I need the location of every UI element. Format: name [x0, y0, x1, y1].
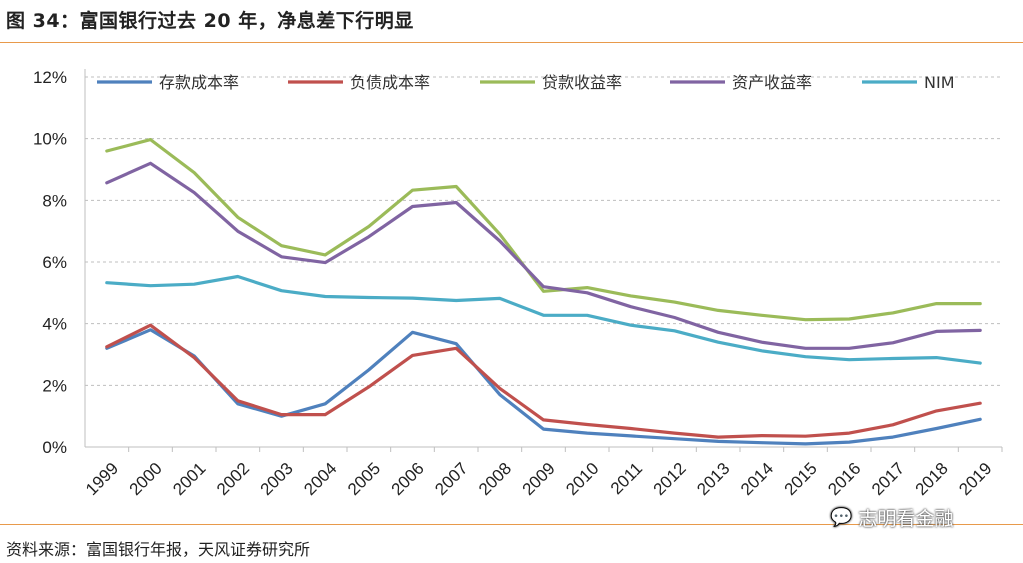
x-tick-label: 2014: [737, 459, 777, 499]
source-note: 资料来源：富国银行年报，天风证券研究所: [6, 540, 311, 559]
series-line-1: [105, 323, 982, 439]
x-tick-label: 2018: [912, 459, 952, 499]
series-line-3: [105, 161, 982, 350]
watermark: 💬 志明看金融: [830, 504, 953, 531]
legend-label: NIM: [924, 73, 955, 92]
x-tick-label: 2010: [562, 459, 602, 499]
figure-title: 图 34：富国银行过去 20 年，净息差下行明显: [6, 10, 414, 32]
gridlines: [85, 76, 1002, 386]
x-axis: 1999 2000 2001 2002 2003 2004 2005 2006 2007 2008…: [82, 446, 1003, 499]
x-tick-label: 2015: [781, 459, 821, 499]
wechat-icon: 💬: [830, 507, 853, 528]
y-tick-label: 4%: [42, 315, 67, 334]
x-tick-label: 2019: [955, 459, 995, 499]
watermark-text: 志明看金融: [858, 508, 954, 530]
legend-label: 贷款收益率: [542, 73, 622, 92]
x-tick-label: 2009: [519, 459, 559, 499]
x-tick-label: 1999: [82, 459, 122, 499]
bottom-divider: [0, 524, 1023, 525]
x-tick-label: 2003: [257, 459, 297, 499]
x-tick-label: 2000: [126, 459, 166, 499]
x-tick-label: 2002: [213, 459, 253, 499]
series-line-2: [105, 138, 982, 322]
legend: 存款成本率 负债成本率 贷款收益率 资产收益率 NIM: [97, 73, 955, 92]
x-tick-label: 2016: [824, 459, 864, 499]
x-tick-label: 2004: [300, 459, 340, 499]
top-divider: [0, 42, 1023, 43]
y-tick-label: 0%: [42, 438, 67, 457]
y-tick-label: 12%: [33, 68, 67, 87]
x-tick-label: 2001: [169, 459, 209, 499]
series-line-0: [105, 328, 982, 446]
x-tick-label: 2005: [344, 459, 384, 499]
y-tick-label: 2%: [42, 376, 67, 395]
legend-label: 存款成本率: [159, 73, 239, 92]
y-tick-label: 8%: [42, 191, 67, 210]
x-tick-label: 2011: [607, 459, 646, 498]
x-tick-label: 2013: [693, 459, 733, 499]
y-tick-label: 10%: [33, 130, 67, 149]
legend-label: 负债成本率: [350, 73, 430, 92]
x-tick-label: 2017: [868, 459, 908, 499]
y-axis: 0% 2% 4% 6% 8% 10% 12%: [33, 68, 86, 457]
x-tick-label: 2007: [431, 459, 471, 499]
x-tick-label: 2012: [650, 459, 690, 499]
series-lines: [105, 138, 982, 446]
x-tick-label: 2006: [388, 459, 428, 499]
x-tick-label: 2008: [475, 459, 515, 499]
y-tick-label: 6%: [42, 253, 67, 272]
legend-label: 资产收益率: [732, 73, 812, 92]
series-line-4: [105, 274, 982, 365]
